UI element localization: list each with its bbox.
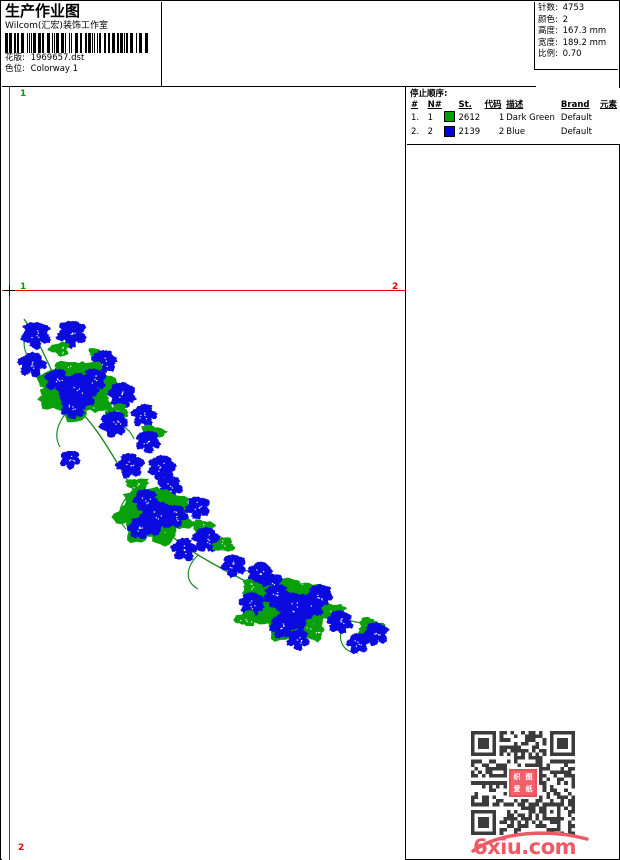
cell-no: 2 bbox=[427, 127, 434, 137]
col-element: 元素 bbox=[599, 100, 617, 110]
stat-value: 0.70 bbox=[562, 49, 582, 59]
design-area: 1 1 2 2 bbox=[2, 87, 406, 860]
marker-top: 1 bbox=[20, 89, 27, 99]
cell-code: 1 bbox=[498, 112, 505, 123]
stats-panel: 针数: 4753 颜色: 2 高度: 167.3 mm 宽度: 189.2 mm… bbox=[534, 2, 618, 70]
origin-crosshair-icon bbox=[4, 285, 15, 296]
color-sequence-panel: 停止顺序: # N# St. 代码 描述 Brand 元素 1. 1 bbox=[407, 88, 620, 145]
stat-label: 比例: bbox=[538, 49, 558, 59]
cell-code: 2 bbox=[498, 127, 505, 137]
table-row: 2. 2 2139 2 Blue Default bbox=[410, 125, 618, 141]
stat-row: 宽度: 189.2 mm bbox=[538, 38, 616, 50]
col-stitches: St. bbox=[458, 100, 472, 110]
cell-description: Dark Green bbox=[506, 112, 555, 123]
qr-center-logo: 织图爱纸 bbox=[509, 769, 537, 797]
col-no: N# bbox=[427, 100, 442, 110]
col-description: 描述 bbox=[506, 100, 524, 110]
colorway-value: Colorway 1 bbox=[30, 64, 79, 74]
studio-name: Wilcom(汇宏)装饰工作室 bbox=[5, 21, 108, 31]
marker-origin: 1 bbox=[20, 282, 27, 292]
stat-row: 颜色: 2 bbox=[538, 15, 616, 27]
col-index: # bbox=[411, 100, 419, 110]
cell-element bbox=[599, 111, 618, 126]
cell-index: 1. bbox=[411, 112, 420, 123]
design-file-label: 花版: bbox=[5, 53, 25, 63]
stat-row: 针数: 4753 bbox=[538, 3, 616, 15]
axis-vertical bbox=[9, 87, 10, 860]
cell-no: 1 bbox=[427, 112, 434, 123]
cell-stitches: 2612 bbox=[458, 112, 481, 123]
color-sequence-table: # N# St. 代码 描述 Brand 元素 1. 1 2612 1 bbox=[410, 100, 618, 140]
color-sequence-title: 停止顺序: bbox=[410, 89, 448, 99]
table-row: 1. 1 2612 1 Dark Green Default bbox=[410, 111, 618, 126]
axis-horizontal bbox=[2, 290, 405, 291]
stat-value: 4753 bbox=[562, 3, 585, 13]
stat-label: 宽度: bbox=[538, 37, 558, 48]
embroidery-design bbox=[17, 318, 390, 655]
cell-swatch bbox=[443, 125, 458, 141]
barcode bbox=[5, 33, 148, 53]
marker-bottom: 2 bbox=[18, 843, 25, 853]
col-code: 代码 bbox=[484, 100, 502, 110]
cell-stitches: 2139 bbox=[458, 127, 481, 137]
page-title: 生产作业图 bbox=[5, 2, 81, 20]
colorway-row: 色位: Colorway 1 bbox=[5, 64, 158, 75]
stat-label: 高度: bbox=[538, 26, 558, 36]
design-file-value: 1969657.dst bbox=[30, 53, 85, 63]
stat-row: 高度: 167.3 mm bbox=[538, 26, 616, 38]
stat-row: 比例: 0.70 bbox=[538, 49, 616, 61]
col-swatch bbox=[443, 100, 458, 111]
stat-value: 2 bbox=[562, 14, 568, 25]
stat-label: 针数: bbox=[538, 3, 558, 13]
stat-value: 189.2 mm bbox=[562, 37, 607, 48]
marker-right: 2 bbox=[392, 282, 399, 292]
table-header-row: # N# St. 代码 描述 Brand 元素 bbox=[410, 100, 618, 111]
col-brand: Brand bbox=[560, 100, 590, 110]
stat-value: 167.3 mm bbox=[562, 26, 607, 36]
stat-label: 颜色: bbox=[538, 14, 558, 25]
cell-brand: Default bbox=[560, 127, 592, 137]
watermark-site: 6xiu.com bbox=[473, 835, 577, 859]
colorway-label: 色位: bbox=[5, 64, 25, 74]
design-canvas: 1 1 2 2 bbox=[2, 87, 405, 860]
cell-index: 2. bbox=[411, 127, 420, 137]
color-swatch-icon bbox=[443, 125, 455, 137]
color-swatch-icon bbox=[443, 111, 455, 122]
cell-swatch bbox=[443, 111, 458, 126]
cell-description: Blue bbox=[506, 127, 526, 137]
cell-element bbox=[599, 126, 618, 141]
watermark-swoosh-icon bbox=[471, 831, 589, 853]
header-block: 生产作业图 Wilcom(汇宏)装饰工作室 花版: 1969657.dst 色位… bbox=[2, 2, 162, 87]
header-divider bbox=[162, 2, 536, 87]
cell-brand: Default bbox=[560, 112, 592, 123]
watermark-block: 织图爱纸 6xiu.com bbox=[471, 731, 591, 859]
design-file-row: 花版: 1969657.dst bbox=[5, 53, 158, 64]
